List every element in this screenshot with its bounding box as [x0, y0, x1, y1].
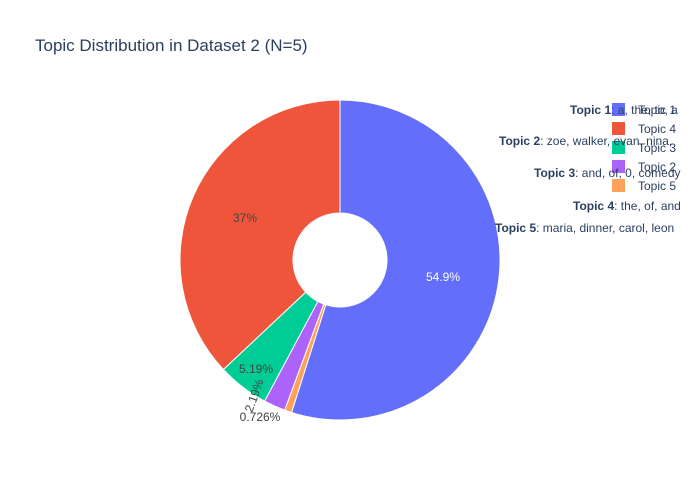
- annotation-topic-3: Topic 3: and, of, 0, comedy: [534, 166, 681, 180]
- legend-swatch-topic-3: [612, 141, 625, 154]
- slice-label-topic-5: 0.726%: [240, 410, 281, 424]
- slice-topic-1: [290, 99, 501, 421]
- annotation-topic-1: Topic 1: a, the, to, a: [570, 103, 678, 117]
- chart-title: Topic Distribution in Dataset 2 (N=5): [35, 36, 308, 55]
- legend-swatch-topic-5: [612, 179, 625, 192]
- legend-label-topic-1: Topic 1: [638, 103, 676, 117]
- legend-label-topic-4: Topic 4: [638, 122, 676, 136]
- slice-label-topic-1: 54.9%: [426, 270, 460, 284]
- legend-label-topic-3: Topic 3: [638, 141, 676, 155]
- annotation-topic-5: Topic 5: maria, dinner, carol, leon: [495, 221, 674, 235]
- legend-label-topic-2: Topic 2: [638, 160, 676, 174]
- legend-swatch-topic-2: [612, 160, 625, 173]
- slice-label-topic-4: 37%: [233, 211, 257, 225]
- slice-topic-4: [179, 99, 341, 371]
- slice-label-topic-3: 5.19%: [239, 362, 273, 376]
- topic-annotations: Topic 1: a, the, to, a Topic 2: zoe, walk…: [495, 103, 681, 235]
- annotation-topic-2: Topic 2: zoe, walker, evan, nina,: [499, 134, 672, 148]
- annotation-topic-4: Topic 4: the, of, and: [573, 199, 681, 213]
- legend: Topic 1 Topic 4 Topic 3 Topic 2 Topic 5: [612, 103, 676, 193]
- legend-swatch-topic-1: [612, 103, 625, 116]
- legend-label-topic-5: Topic 5: [638, 179, 676, 193]
- legend-swatch-topic-4: [612, 122, 625, 135]
- donut-slices: [179, 99, 501, 421]
- slice-labels: 54.9%0.726%2.19%5.19%37%: [233, 211, 460, 424]
